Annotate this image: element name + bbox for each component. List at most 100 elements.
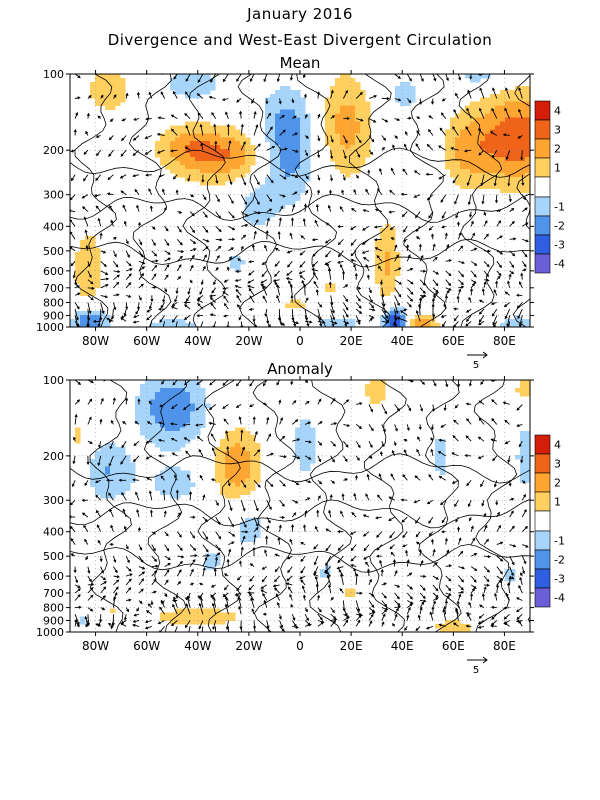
shade-cell — [480, 133, 486, 138]
shade-cell — [435, 466, 441, 472]
wind-vector — [452, 126, 459, 136]
wind-vector — [339, 587, 344, 594]
wind-vector — [508, 576, 512, 585]
wind-vector — [170, 114, 178, 119]
shade-cell — [350, 117, 356, 123]
shade-cell — [220, 616, 226, 621]
wind-vector — [223, 314, 229, 318]
wind-vector — [431, 606, 435, 615]
wind-vector — [369, 380, 370, 381]
wind-vector — [215, 238, 223, 242]
shade-cell — [525, 85, 530, 91]
wind-vector — [470, 588, 475, 594]
shade-cell — [100, 466, 106, 472]
wind-vector — [228, 211, 235, 219]
shade-cell — [245, 454, 251, 460]
shade-cell — [240, 149, 246, 154]
shade-cell — [215, 620, 221, 625]
wind-vector — [317, 613, 323, 621]
y-tick-label: 700 — [43, 282, 64, 295]
shade-cell — [115, 466, 121, 472]
shade-cell — [175, 608, 181, 613]
shade-cell — [85, 311, 91, 316]
wind-vector — [394, 424, 398, 432]
shade-cell — [175, 141, 181, 146]
wind-vector — [363, 256, 370, 262]
shade-cell — [245, 160, 251, 166]
wind-vector — [419, 404, 424, 412]
wind-vector — [274, 270, 280, 278]
y-tick-label: 200 — [43, 144, 64, 157]
shade-cell — [180, 74, 186, 79]
wind-vector — [522, 268, 527, 272]
shade-cell — [95, 81, 101, 87]
wind-vector — [189, 559, 196, 567]
wind-vector — [177, 555, 185, 559]
shade-cell — [250, 450, 256, 456]
shade-cell — [205, 164, 211, 170]
wind-vector — [120, 149, 127, 157]
shade-cell — [505, 157, 511, 162]
wind-vector — [419, 279, 426, 286]
wind-vector — [363, 555, 370, 560]
shade-cell — [345, 121, 351, 126]
shade-cell — [335, 164, 341, 170]
shade-cell — [350, 125, 356, 130]
wind-vector — [100, 94, 104, 99]
shade-cell — [355, 145, 361, 150]
shade-cell — [275, 168, 281, 174]
shade-cell — [330, 137, 336, 142]
wind-vector — [160, 302, 165, 309]
shade-cell — [465, 164, 471, 170]
shade-cell — [520, 85, 526, 91]
wind-vector — [226, 558, 230, 567]
shade-cell — [275, 89, 281, 95]
wind-vector — [132, 149, 140, 156]
shade-cell — [105, 105, 111, 111]
shade-cell — [195, 168, 201, 174]
shade-cell — [200, 407, 206, 413]
shade-cell — [105, 470, 111, 476]
wind-vector — [504, 419, 510, 425]
shade-cell — [330, 283, 336, 289]
shade-cell — [175, 435, 181, 440]
wind-vector — [419, 74, 424, 82]
wind-vector — [274, 261, 280, 267]
shade-cell — [360, 93, 366, 99]
wind-vector — [74, 618, 78, 627]
shade-cell — [175, 74, 181, 79]
shade-cell — [175, 431, 181, 436]
shade-cell — [435, 443, 441, 448]
shade-cell — [150, 391, 156, 397]
shade-cell — [350, 97, 356, 103]
wind-vector — [454, 404, 459, 409]
wind-vector — [509, 220, 515, 227]
shade-cell — [505, 168, 511, 174]
wind-vector — [518, 620, 523, 627]
wind-vector — [337, 260, 344, 264]
shade-cell — [105, 450, 111, 456]
shade-cell — [250, 521, 256, 527]
shade-cell — [175, 160, 181, 166]
shade-cell — [280, 180, 286, 186]
shade-cell — [140, 431, 146, 436]
shade-cell — [510, 129, 516, 134]
wind-vector — [109, 118, 114, 122]
wind-vector — [516, 613, 523, 620]
wind-vector — [252, 546, 256, 557]
shade-cell — [355, 121, 361, 126]
shade-cell — [155, 403, 161, 409]
shade-cell — [500, 121, 506, 126]
shade-cell — [200, 411, 206, 417]
shade-cell — [205, 620, 211, 625]
wind-vector — [304, 623, 312, 627]
shade-cell — [170, 423, 176, 428]
wind-vector — [197, 302, 204, 310]
shade-cell — [360, 97, 366, 103]
wind-vector — [419, 254, 424, 262]
shade-cell — [240, 454, 246, 460]
shade-cell — [240, 259, 246, 265]
wind-vector — [394, 592, 400, 600]
shade-cell — [105, 490, 111, 495]
wind-vector — [138, 239, 143, 246]
